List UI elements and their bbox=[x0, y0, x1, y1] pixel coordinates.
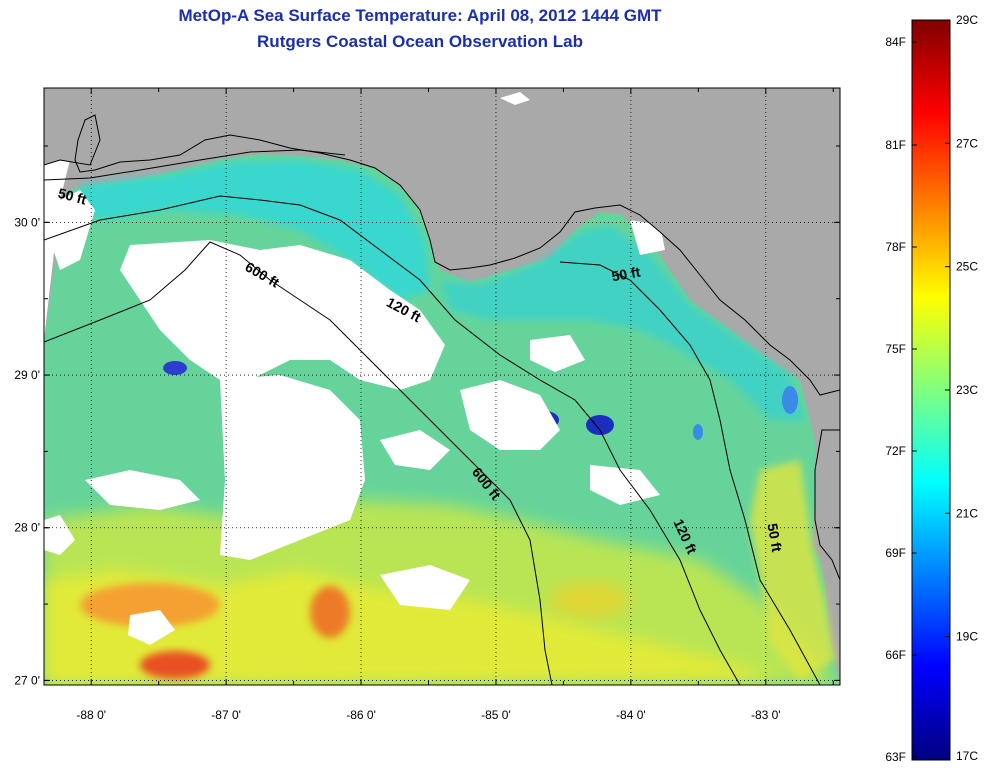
map-subtitle: Rutgers Coastal Ocean Observation Lab bbox=[257, 32, 583, 51]
fahrenheit-label: 81F bbox=[885, 138, 906, 152]
lon-tick-label: -86 0' bbox=[346, 708, 376, 722]
plot-frame bbox=[43, 87, 841, 686]
lat-tick-label: 27 0' bbox=[14, 673, 40, 687]
colorbar-gradient bbox=[911, 19, 951, 761]
contour-label: 50 ft bbox=[764, 522, 785, 553]
contour-600ft bbox=[44, 241, 553, 685]
fahrenheit-label: 84F bbox=[885, 35, 906, 49]
fahrenheit-label: 63F bbox=[885, 750, 906, 764]
fahrenheit-label: 69F bbox=[885, 546, 906, 560]
fahrenheit-label: 66F bbox=[885, 648, 906, 662]
celsius-label: 23C bbox=[956, 383, 978, 397]
colorbar-fahrenheit-labels: 84F 81F 78F 75F 72F 69F 66F 63F bbox=[885, 35, 906, 764]
axis-ticks bbox=[44, 88, 840, 685]
lake bbox=[500, 92, 530, 105]
contour-50ft-east bbox=[559, 261, 821, 685]
colorbar-celsius-labels: 29C 27C 25C 23C 21C 19C 17C bbox=[956, 13, 978, 763]
contour-label: 50 ft bbox=[610, 263, 641, 284]
celsius-label: 27C bbox=[956, 136, 978, 150]
lat-tick-label: 30 0' bbox=[14, 215, 40, 229]
lon-tick-label: -88 0' bbox=[76, 708, 106, 722]
fahrenheit-label: 75F bbox=[885, 342, 906, 356]
celsius-label: 21C bbox=[956, 506, 978, 520]
celsius-label: 29C bbox=[956, 13, 978, 27]
latitude-labels: 27 0' 28 0' 29 0' 30 0' bbox=[14, 215, 40, 687]
contour-50ft-west bbox=[44, 149, 346, 181]
lat-tick-label: 28 0' bbox=[14, 521, 40, 535]
fahrenheit-label: 78F bbox=[885, 240, 906, 254]
map-title: MetOp-A Sea Surface Temperature: April 0… bbox=[178, 6, 662, 25]
contour-label: 50 ft bbox=[56, 185, 88, 208]
land-masses bbox=[44, 88, 840, 581]
celsius-label: 17C bbox=[956, 749, 978, 763]
contour-120ft-west bbox=[44, 195, 741, 685]
graticule bbox=[44, 88, 840, 685]
celsius-label: 25C bbox=[956, 260, 978, 274]
lon-tick-label: -87 0' bbox=[211, 708, 241, 722]
lon-tick-label: -85 0' bbox=[481, 708, 511, 722]
colorbar: 29C 27C 25C 23C 21C 19C 17C 84F 81F 78F 75F 72F 69F… bbox=[885, 13, 978, 764]
fahrenheit-label: 72F bbox=[885, 444, 906, 458]
lat-tick-label: 29 0' bbox=[14, 368, 40, 382]
bathymetry-contours bbox=[44, 149, 821, 685]
longitude-labels: -88 0' -87 0' -86 0' -85 0' -84 0' -83 0' bbox=[76, 708, 780, 722]
lon-tick-label: -84 0' bbox=[616, 708, 646, 722]
sst-swath bbox=[44, 154, 840, 685]
celsius-label: 19C bbox=[956, 630, 978, 644]
lon-tick-label: -83 0' bbox=[751, 708, 781, 722]
